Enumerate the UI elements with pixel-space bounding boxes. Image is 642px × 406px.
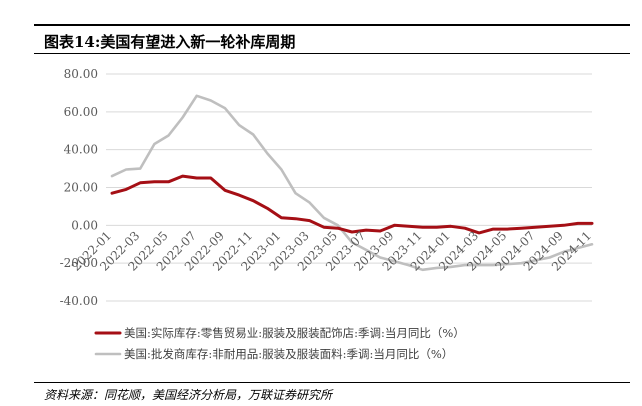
source-note: 资料来源：同花顺，美国经济分析局，万联证券研究所 bbox=[44, 388, 333, 402]
series-line-2 bbox=[110, 94, 594, 272]
x-axis-ticks: 2022-012022-032022-052022-072022-092022-… bbox=[69, 229, 594, 274]
y-tick-label: 60.00 bbox=[64, 105, 98, 119]
y-tick-label: 20.00 bbox=[64, 181, 98, 195]
title-bar: 图表14:美国有望进入新一轮补库周期 bbox=[34, 24, 630, 54]
legend-label: 美国:实际库存:零售贸易业:服装及服装配饰店:季调:当月同比（%） bbox=[124, 326, 465, 340]
y-tick-label: -40.00 bbox=[60, 294, 98, 308]
y-axis-ticks: 80.00 60.00 40.00 20.00 0.00 -20.00 -40.00 bbox=[60, 67, 98, 308]
grid-layer bbox=[106, 73, 592, 302]
y-tick-label: 40.00 bbox=[64, 143, 98, 157]
legend-label: 美国:批发商库存:非耐用品:服装及服装面料:季调:当月同比（%） bbox=[124, 347, 453, 361]
y-tick-label: 0.00 bbox=[71, 218, 98, 232]
legend: 美国:实际库存:零售贸易业:服装及服装配饰店:季调:当月同比（%） 美国:批发商库… bbox=[94, 326, 465, 361]
chart-title: 图表14:美国有望进入新一轮补库周期 bbox=[44, 33, 296, 51]
series-layer bbox=[110, 94, 594, 272]
y-tick-label: -20.00 bbox=[60, 256, 98, 270]
y-tick-label: 80.00 bbox=[64, 67, 98, 81]
footer-divider bbox=[34, 382, 630, 383]
series-line-1 bbox=[110, 174, 594, 235]
